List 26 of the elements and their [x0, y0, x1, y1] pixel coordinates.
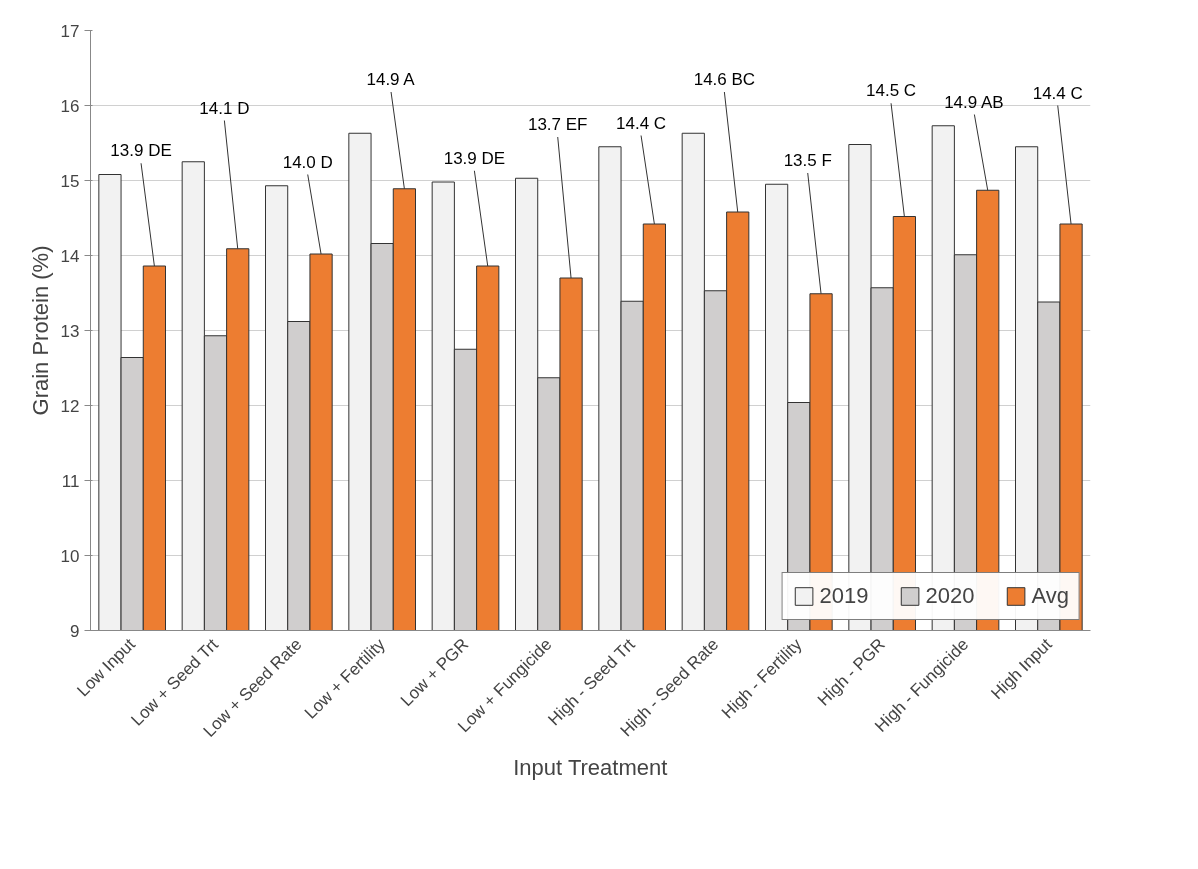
y-tick-label: 10 [60, 546, 80, 566]
data-label: 14.4 C [1032, 83, 1083, 103]
y-tick-label: 9 [70, 621, 80, 641]
data-label: 14.1 D [199, 98, 250, 118]
y-tick-label: 16 [60, 96, 80, 116]
data-label: 13.9 DE [110, 141, 172, 161]
x-axis-title: Input Treatment [513, 755, 668, 781]
y-tick-label: 13 [60, 321, 80, 341]
y-tick-label: 14 [60, 246, 80, 266]
y-tick-label: 15 [60, 171, 80, 191]
y-tick-label: 12 [60, 396, 80, 416]
y-tick-label: 11 [61, 471, 80, 491]
legend-label: 2020 [925, 583, 975, 609]
data-label: 14.0 D [282, 152, 333, 172]
data-label: 14.6 BC [693, 70, 756, 89]
data-label: 14.4 C [616, 113, 667, 133]
y-axis-title: Grain Protein (%) [27, 245, 53, 416]
data-label: 13.9 DE [443, 148, 506, 168]
data-label: 14.9 A [366, 70, 416, 89]
data-label: 13.7 EF [527, 115, 588, 134]
legend-label: Avg [1031, 583, 1069, 609]
data-label: 13.5 F [783, 151, 832, 170]
data-label: 14.5 C [866, 81, 917, 101]
data-label: 14.9 AB [944, 92, 1004, 112]
legend-label: 2019 [819, 583, 869, 609]
y-tick-label: 17 [60, 21, 80, 41]
